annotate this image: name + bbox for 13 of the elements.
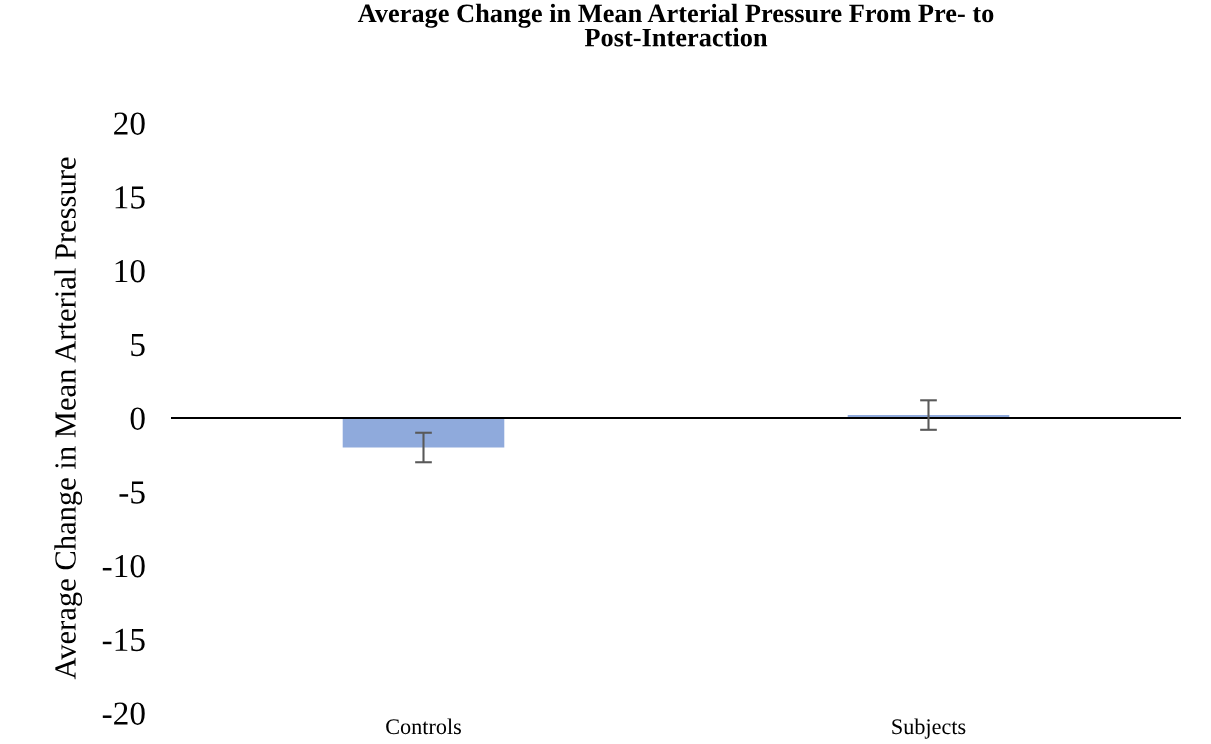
y-tick-label: -5 <box>119 481 145 504</box>
y-tick-label: 15 <box>115 186 145 209</box>
y-tick-label: -15 <box>102 628 145 652</box>
y-tick-label: 10 <box>115 259 145 283</box>
y-tick-label: 20 <box>114 112 145 135</box>
y-tick-label: 5 <box>131 333 145 357</box>
x-tick-label: Subjects <box>892 718 966 739</box>
x-tick-label: Controls <box>386 718 461 735</box>
y-axis-title: Average Change in Mean Arterial Pressure <box>54 157 83 680</box>
y-tick-label: -10 <box>102 554 145 578</box>
chart-title: Average Change in Mean Arterial Pressure From Pre- to Post-Interaction <box>357 3 994 47</box>
y-tick-label: 0 <box>130 407 145 430</box>
y-tick-label: -20 <box>102 702 145 725</box>
